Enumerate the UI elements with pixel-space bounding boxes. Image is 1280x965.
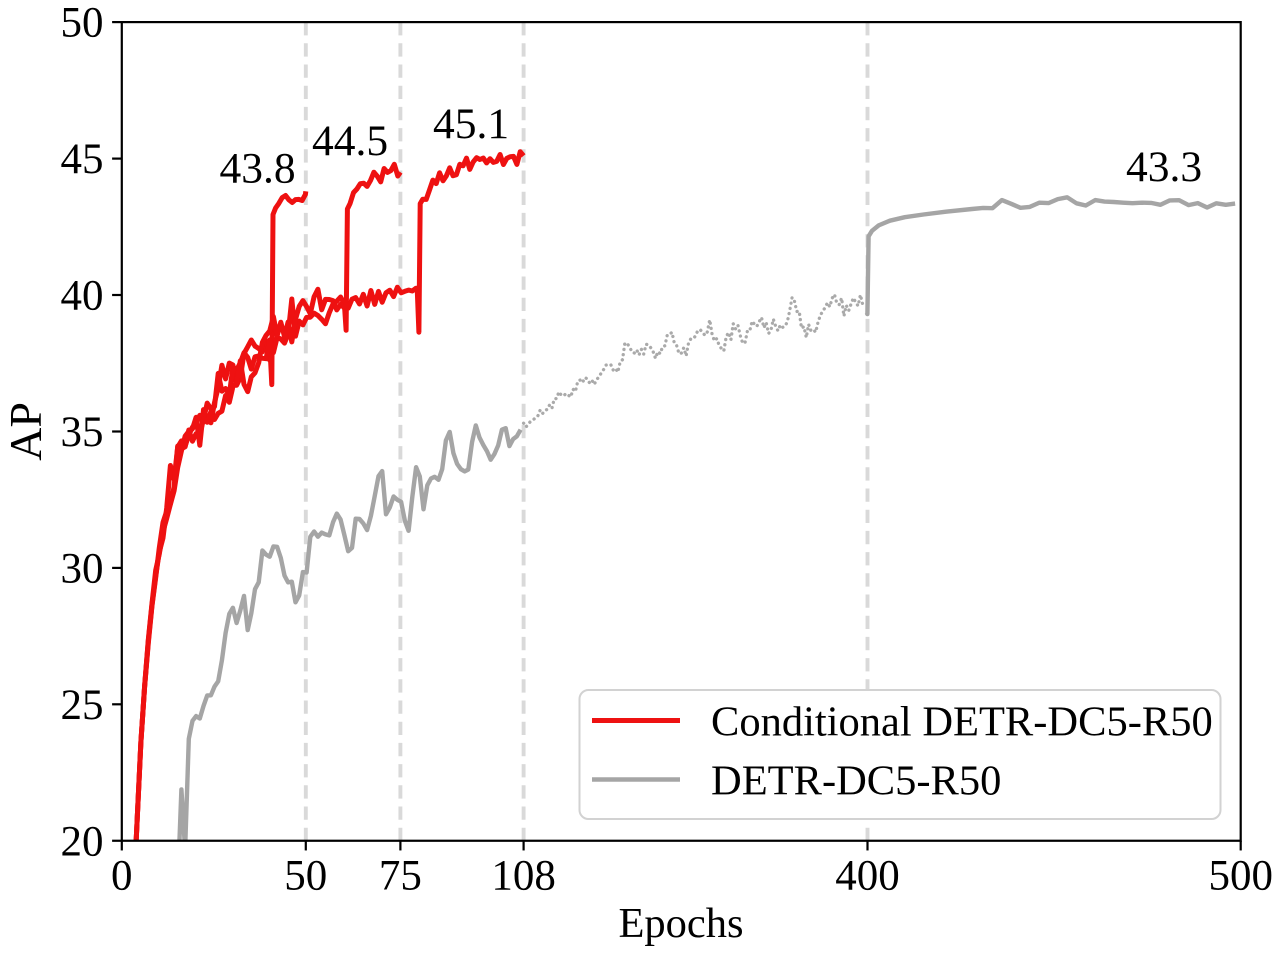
svg-text:40: 40 — [61, 273, 104, 320]
svg-text:500: 500 — [1208, 853, 1273, 900]
svg-text:108: 108 — [491, 853, 556, 900]
svg-text:30: 30 — [61, 546, 104, 593]
svg-text:DETR-DC5-R50: DETR-DC5-R50 — [711, 758, 1001, 805]
svg-text:75: 75 — [379, 853, 422, 900]
svg-text:45.1: 45.1 — [433, 100, 509, 148]
svg-text:43.3: 43.3 — [1126, 143, 1202, 191]
svg-text:20: 20 — [61, 818, 104, 865]
svg-text:Epochs: Epochs — [618, 900, 743, 947]
svg-text:44.5: 44.5 — [312, 117, 388, 165]
svg-text:43.8: 43.8 — [219, 144, 295, 192]
svg-text:400: 400 — [835, 853, 900, 900]
svg-text:Conditional DETR-DC5-R50: Conditional DETR-DC5-R50 — [711, 699, 1213, 746]
svg-text:45: 45 — [61, 136, 104, 183]
svg-text:AP: AP — [0, 402, 51, 461]
svg-text:50: 50 — [284, 853, 327, 900]
svg-text:25: 25 — [61, 682, 104, 729]
svg-text:0: 0 — [111, 853, 133, 900]
svg-text:50: 50 — [61, 0, 104, 47]
svg-text:35: 35 — [61, 409, 104, 456]
